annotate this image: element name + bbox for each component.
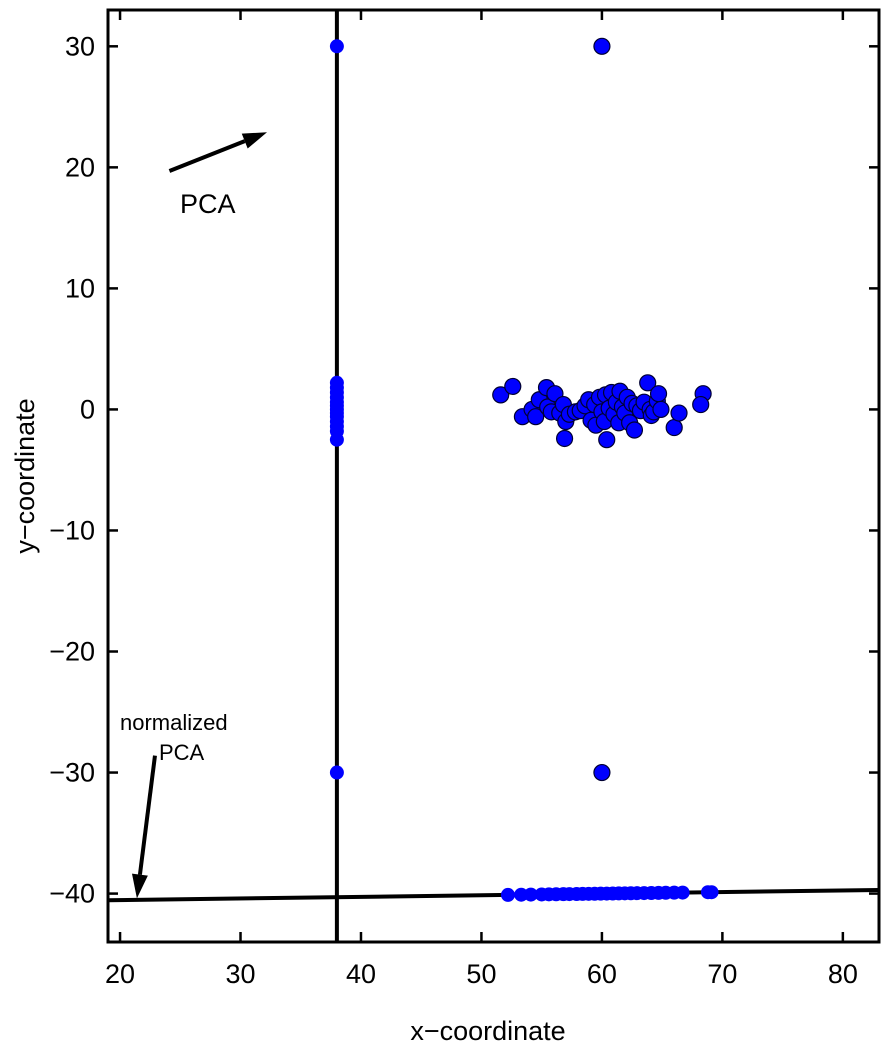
x-tick-label: 40 [346,959,376,989]
y-tick-label: 0 [80,394,95,424]
y-tick-label: −10 [49,515,95,545]
data-point [492,386,510,404]
pca-projected-point [329,765,344,780]
plot-frame [106,8,881,944]
normalized-pca-projected-point [675,885,690,900]
normalized-pca-projected-point [523,887,538,902]
data-point [652,400,670,419]
arrow-head [241,132,268,149]
pca-annotation-label: PCA [180,189,236,219]
y-tick-label: −40 [49,879,95,909]
outlier-point [593,37,611,55]
data-point [555,429,574,448]
outlier-point [593,763,611,782]
normalized-pca-projected-point [500,887,515,902]
data-point [527,408,545,426]
data-point [692,395,710,414]
x-tick-label: 60 [587,959,617,989]
normalized-pca-annotation-label-line1: normalized [120,710,228,735]
y-tick-label: −20 [49,637,95,667]
data-point [639,374,657,392]
normalized-pca-projected-point [704,885,719,900]
y-tick-label: 30 [65,31,95,61]
data-point [665,418,683,437]
x-tick-label: 20 [105,959,135,989]
data-point [649,385,668,403]
arrow-shaft [168,139,246,173]
data-point [670,404,688,422]
y-tick-label: 10 [65,273,95,303]
data-point [598,431,616,449]
pca-annotation-arrow [168,132,268,173]
normalized-pca-annotation-arrow [131,755,157,899]
x-tick-label: 50 [466,959,496,989]
normalized-pca-projected-point [514,887,529,902]
data-point [504,377,522,396]
normalized-pca-line [108,887,879,903]
pca-projected-point [329,39,344,54]
x-tick-label: 70 [707,959,737,989]
y-tick-label: 20 [65,152,95,182]
x-axis-label: x−coordinate [410,1016,565,1046]
y-tick-label: −30 [49,758,95,788]
arrow-shaft [137,755,157,875]
x-tick-label: 30 [225,959,255,989]
arrow-head [131,873,148,899]
x-tick-label: 80 [828,959,858,989]
pca-projected-point [329,432,344,447]
data-point [625,421,644,439]
normalized-pca-annotation-label-line2: PCA [159,740,205,765]
y-axis-label: y−coordinate [10,398,40,553]
